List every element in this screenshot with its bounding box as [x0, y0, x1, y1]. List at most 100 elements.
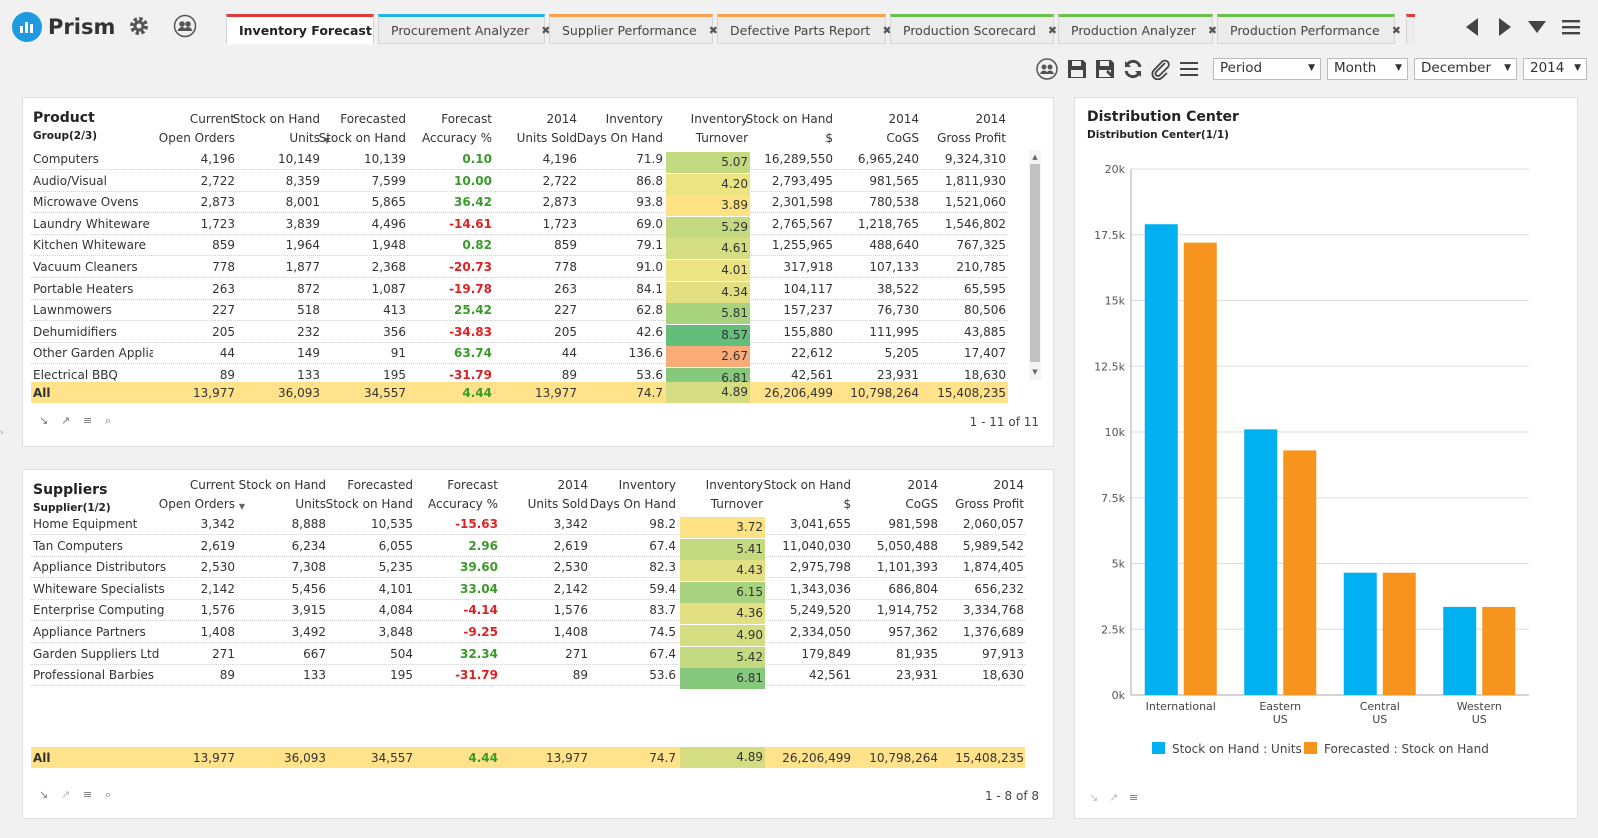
tab-list-dropdown-icon[interactable] — [1526, 16, 1548, 38]
close-icon[interactable]: ✖ — [541, 23, 551, 37]
gear-icon[interactable] — [127, 14, 151, 38]
column-header[interactable]: Forecast Accuracy % — [382, 110, 492, 148]
table-row[interactable]: Appliance Distributors 2,530 7,308 5,235 39.… — [31, 556, 1025, 582]
total-row[interactable]: All 13,977 36,093 34,557 4.44 13,977 74.7 4.89 2… — [31, 747, 1025, 768]
hamburger-menu-icon[interactable] — [1560, 16, 1582, 38]
suppliers-panel: Suppliers Supplier(1/2) Current Open Orde… — [22, 469, 1054, 819]
search-icon[interactable]: ⌕ — [105, 788, 112, 801]
table-row[interactable]: Other Garden Applianc 44 149 91 63.74 44 136.6… — [31, 342, 1008, 368]
total-value: 34,557 — [364, 386, 406, 400]
app-logo[interactable]: Prism — [12, 12, 115, 42]
list-menu-icon[interactable] — [1178, 58, 1200, 80]
column-header[interactable]: Stock on Hand Units ▼ — [210, 110, 330, 148]
column-header[interactable]: 2014 Units Sold — [478, 476, 588, 514]
logo-icon — [12, 12, 42, 42]
turnover-cell: 3.72 — [680, 517, 765, 538]
expand-icon[interactable]: ↗ — [61, 414, 71, 427]
refresh-icon[interactable] — [1122, 58, 1144, 80]
sort-desc-icon[interactable]: ▼ — [238, 502, 245, 511]
column-header[interactable]: 2014 CoGS — [828, 476, 938, 514]
product-scrollbar-thumb[interactable] — [1030, 164, 1040, 362]
table-row[interactable]: Home Equipment 3,342 8,888 10,535 -15.63 3,34… — [31, 513, 1025, 538]
row-value: 10,535 — [371, 517, 413, 531]
tab-production-scorecard[interactable]: Production Scorecard ✖ — [890, 14, 1058, 44]
scroll-down-icon[interactable]: ▼ — [1032, 368, 1038, 376]
table-row[interactable]: Laundry Whiteware 1,723 3,839 4,496 -14.61 1,… — [31, 213, 1008, 238]
period-select[interactable]: Period ▼ — [1213, 58, 1321, 80]
column-header[interactable]: Inventory Days On Hand — [553, 110, 663, 148]
close-icon[interactable]: ✖ — [1047, 23, 1058, 37]
table-row[interactable]: Audio/Visual 2,722 8,359 7,599 10.00 2,722 86.… — [31, 170, 1008, 195]
share-users-icon[interactable] — [1036, 58, 1058, 80]
collapse-icon: ↘ — [1089, 791, 1099, 804]
table-row[interactable]: Microwave Ovens 2,873 8,001 5,865 36.42 2,873… — [31, 191, 1008, 217]
table-row[interactable]: Vacuum Cleaners 778 1,877 2,368 -20.73 778 91.… — [31, 256, 1008, 281]
product-scrollbar[interactable]: ▲ ▼ — [1029, 150, 1041, 380]
column-header[interactable]: Forecast Accuracy % — [388, 476, 498, 514]
table-row[interactable]: Whiteware Specialists 2,142 5,456 4,101 33.0… — [31, 578, 1025, 603]
list-icon[interactable]: ≡ — [1129, 791, 1139, 804]
column-header[interactable]: Inventory Turnover — [638, 110, 748, 148]
column-header[interactable]: Current Open Orders ▼ — [125, 476, 245, 514]
column-header[interactable]: Forecasted Stock on Hand — [296, 110, 406, 148]
table-row[interactable]: Garden Suppliers Ltd 271 667 504 32.34 271 67.… — [31, 643, 1025, 668]
table-row[interactable]: Computers 4,196 10,149 10,139 0.10 4,196 71.9 5… — [31, 148, 1008, 173]
row-value: 8,888 — [291, 517, 326, 531]
tab-production-performance[interactable]: Production Performance ✖ — [1217, 14, 1401, 44]
column-header[interactable]: 2014 Gross Profit — [914, 476, 1024, 514]
close-icon[interactable]: ✖ — [1207, 23, 1218, 37]
table-row[interactable]: Portable Heaters 263 872 1,087 -19.78 263 84.1… — [31, 278, 1008, 303]
column-header[interactable]: Current Open Orders — [125, 110, 235, 148]
save-icon[interactable] — [1066, 58, 1088, 80]
month-select[interactable]: December ▼ — [1414, 58, 1517, 80]
collapse-icon[interactable]: ↘ — [39, 414, 49, 427]
column-header[interactable]: 2014 Gross Profit — [896, 110, 1006, 148]
side-collapse-icon[interactable]: › — [0, 428, 4, 438]
row-value: 53.6 — [636, 368, 663, 382]
sort-desc-icon[interactable]: ▼ — [323, 136, 330, 145]
row-value: 4,496 — [371, 216, 406, 231]
save-as-icon[interactable] — [1094, 58, 1116, 80]
column-header[interactable]: Inventory Days On Hand — [566, 476, 676, 514]
tab-defective-parts-report[interactable]: Defective Parts Report ✖ — [717, 14, 892, 44]
table-row[interactable]: Professional Barbies 89 133 195 -31.79 89 53.6… — [31, 664, 1025, 690]
list-icon[interactable]: ≡ — [83, 788, 93, 801]
collapse-icon[interactable]: ↘ — [39, 788, 49, 801]
tab-supplier-performance[interactable]: Supplier Performance ✖ — [549, 14, 718, 44]
scroll-up-icon[interactable]: ▲ — [1032, 153, 1038, 161]
next-tab-icon[interactable] — [1495, 16, 1515, 38]
close-icon[interactable]: ✖ — [882, 23, 892, 37]
tab-procurement-analyzer[interactable]: Procurement Analyzer ✖ — [378, 14, 550, 44]
total-row[interactable]: All 13,977 36,093 34,557 4.44 13,977 74.7 4.89 2… — [31, 382, 1008, 403]
close-icon[interactable]: ✖ — [1391, 23, 1401, 37]
tab-production-analyzer[interactable]: Production Analyzer ✖ — [1058, 14, 1217, 44]
row-value: 1,101,393 — [876, 560, 938, 575]
year-select[interactable]: 2014 ▼ — [1523, 58, 1587, 80]
search-icon[interactable]: ⌕ — [105, 414, 112, 427]
total-value: 74.7 — [649, 751, 676, 765]
table-row[interactable]: Enterprise Computing 1,576 3,915 4,084 -4.14… — [31, 599, 1025, 625]
row-value: 6,965,240 — [857, 152, 919, 166]
column-header[interactable]: 2014 Units Sold — [467, 110, 577, 148]
table-row[interactable]: Lawnmowers 227 518 413 25.42 227 62.8 5.81 157,2… — [31, 299, 1008, 325]
column-header[interactable]: Forecasted Stock on Hand — [303, 476, 413, 514]
column-header[interactable]: Inventory Turnover — [653, 476, 763, 514]
users-icon[interactable] — [173, 14, 197, 38]
column-header[interactable]: Stock on Hand $ — [741, 476, 851, 514]
column-header[interactable]: Stock on Hand Units — [216, 476, 326, 514]
column-header[interactable]: 2014 CoGS — [809, 110, 919, 148]
row-value: 205 — [554, 324, 577, 339]
attachment-icon[interactable] — [1150, 58, 1172, 80]
table-row[interactable]: Appliance Partners 1,408 3,492 3,848 -9.25 1,… — [31, 621, 1025, 646]
table-row[interactable]: Dehumidifiers 205 232 356 -34.83 205 42.6 8.57 1… — [31, 321, 1008, 346]
prev-tab-icon[interactable] — [1462, 16, 1482, 38]
list-icon[interactable]: ≡ — [83, 414, 93, 427]
column-header[interactable]: Stock on Hand $ — [723, 110, 833, 148]
row-value: 205 — [212, 324, 235, 339]
table-row[interactable]: Tan Computers 2,619 6,234 6,055 2.96 2,619 67.… — [31, 535, 1025, 560]
month-type-select[interactable]: Month ▼ — [1327, 58, 1408, 80]
table-row[interactable]: Kitchen Whiteware 859 1,964 1,948 0.82 859 79.… — [31, 234, 1008, 260]
total-value: 13,977 — [535, 386, 577, 400]
tab-inventory-forecast[interactable]: Inventory Forecast✖ — [226, 14, 393, 44]
close-icon[interactable]: ✖ — [708, 23, 718, 37]
